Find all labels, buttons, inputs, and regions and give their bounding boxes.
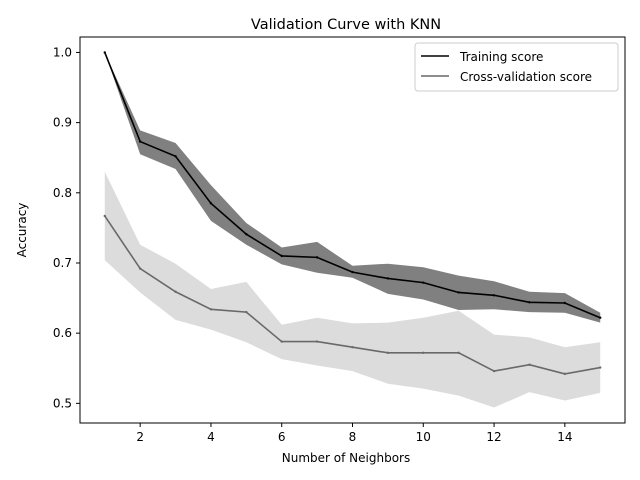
point-cross-validation [351, 346, 354, 349]
x-tick-label: 6 [278, 430, 286, 444]
point-cross-validation [386, 351, 390, 355]
point-cross-validation [315, 340, 319, 343]
point-training [386, 277, 390, 280]
legend-box [414, 42, 619, 92]
y-tick-label: 0.8 [53, 186, 72, 200]
y-tick-label: 1.0 [53, 45, 72, 59]
score-bands [104, 52, 601, 408]
point-cross-validation [528, 363, 531, 366]
point-training [315, 256, 319, 259]
point-training [528, 301, 531, 304]
x-tick-label: 2 [136, 430, 144, 444]
y-tick-label: 0.9 [53, 116, 72, 130]
point-training [245, 233, 248, 236]
point-training [103, 51, 106, 54]
point-training [457, 291, 460, 294]
x-tick-label: 14 [557, 430, 572, 444]
point-training [492, 294, 496, 297]
point-training [138, 140, 142, 143]
point-cross-validation [599, 366, 602, 369]
x-tick-label: 10 [416, 430, 431, 444]
point-cross-validation [563, 372, 567, 376]
y-tick-label: 0.5 [53, 396, 72, 410]
point-training [422, 281, 425, 284]
band-training [104, 52, 601, 323]
x-tick-label: 12 [486, 430, 501, 444]
point-cross-validation [209, 308, 213, 311]
y-tick-label: 0.6 [53, 326, 72, 340]
point-training [209, 202, 213, 205]
x-tick-label: 8 [349, 430, 357, 444]
x-axis-label: Number of Neighbors [282, 451, 410, 465]
point-cross-validation [422, 351, 425, 355]
point-cross-validation [245, 310, 248, 314]
y-tick-label: 0.7 [53, 256, 72, 270]
chart-title: Validation Curve with KNN [251, 17, 441, 33]
point-cross-validation [280, 340, 283, 343]
legend-label-training: Training score [459, 50, 543, 64]
legend-label-cross-validation: Cross-validation score [460, 70, 592, 84]
point-cross-validation [138, 267, 142, 270]
score-lines [103, 51, 602, 376]
y-axis-label: Accuracy [15, 203, 29, 258]
x-axis-ticks: 2 4 6 8 10 12 14 [136, 423, 572, 444]
point-cross-validation [457, 351, 460, 355]
point-cross-validation [492, 369, 496, 373]
point-training [563, 301, 567, 305]
point-training [174, 155, 177, 158]
point-training [599, 316, 602, 319]
legend: Training score Cross-validation score [414, 42, 619, 92]
x-tick-label: 4 [207, 430, 215, 444]
point-cross-validation [174, 290, 177, 293]
y-axis-ticks: 0.5 0.6 0.7 0.8 0.9 1.0 [53, 45, 80, 410]
point-cross-validation [103, 214, 106, 218]
band-cross-validation [104, 171, 601, 408]
point-training [351, 270, 354, 274]
point-training [280, 254, 283, 258]
